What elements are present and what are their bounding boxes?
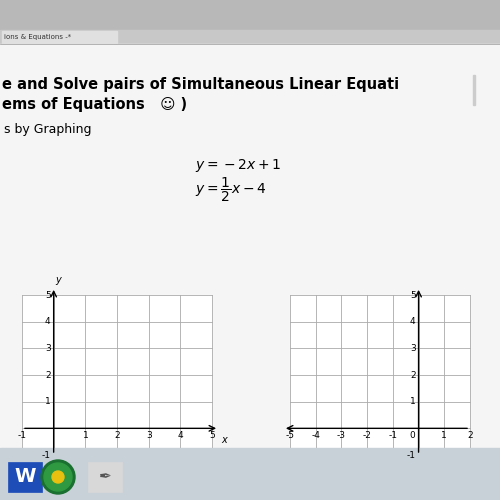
Text: x: x [221, 436, 227, 446]
Bar [0, 30, 500, 44]
Text: 1: 1 [45, 397, 51, 406]
Text: 1: 1 [410, 397, 416, 406]
Text: 0: 0 [410, 432, 416, 440]
Text: 1: 1 [82, 432, 88, 440]
Circle shape [41, 460, 75, 494]
Bar [0, 0, 500, 30]
Bar [290, 295, 470, 455]
Bar [2, 31, 117, 43]
Text: W: W [14, 468, 36, 486]
Text: -1: -1 [18, 432, 26, 440]
Text: s by Graphing: s by Graphing [4, 124, 92, 136]
Text: -4: -4 [312, 432, 320, 440]
Text: e and Solve pairs of Simultaneous Linear Equati: e and Solve pairs of Simultaneous Linear… [2, 78, 399, 92]
Text: 4: 4 [45, 317, 51, 326]
Text: y: y [56, 275, 62, 285]
Bar [22, 295, 212, 455]
Text: 5: 5 [45, 290, 51, 300]
Text: -1: -1 [42, 450, 50, 460]
Text: 2: 2 [410, 370, 416, 380]
Text: 4: 4 [410, 317, 416, 326]
Bar [88, 462, 122, 492]
Text: 5: 5 [410, 290, 416, 300]
Circle shape [44, 463, 72, 491]
Text: -1: -1 [388, 432, 398, 440]
Text: -2: -2 [362, 432, 372, 440]
Text: ions & Equations -*: ions & Equations -* [4, 34, 71, 40]
Text: 3: 3 [146, 432, 152, 440]
Text: -5: -5 [286, 432, 294, 440]
Text: ems of Equations   ☺ ): ems of Equations ☺ ) [2, 98, 187, 112]
Text: 3: 3 [45, 344, 51, 353]
Text: -3: -3 [337, 432, 346, 440]
Circle shape [52, 471, 64, 483]
Text: $y = -2x + 1$: $y = -2x + 1$ [195, 156, 282, 174]
Text: 2: 2 [467, 432, 473, 440]
Bar [8, 462, 42, 492]
Bar [0, 44, 500, 448]
Text: ✒: ✒ [98, 470, 112, 484]
Text: 2: 2 [114, 432, 120, 440]
Text: 4: 4 [178, 432, 183, 440]
Bar [473, 75, 475, 105]
Text: $y = \dfrac{1}{2}x - 4$: $y = \dfrac{1}{2}x - 4$ [195, 176, 266, 204]
Text: 5: 5 [209, 432, 215, 440]
Bar [0, 448, 500, 500]
Text: -1: -1 [406, 450, 416, 460]
Text: 2: 2 [45, 370, 51, 380]
Text: 3: 3 [410, 344, 416, 353]
Text: 1: 1 [442, 432, 447, 440]
